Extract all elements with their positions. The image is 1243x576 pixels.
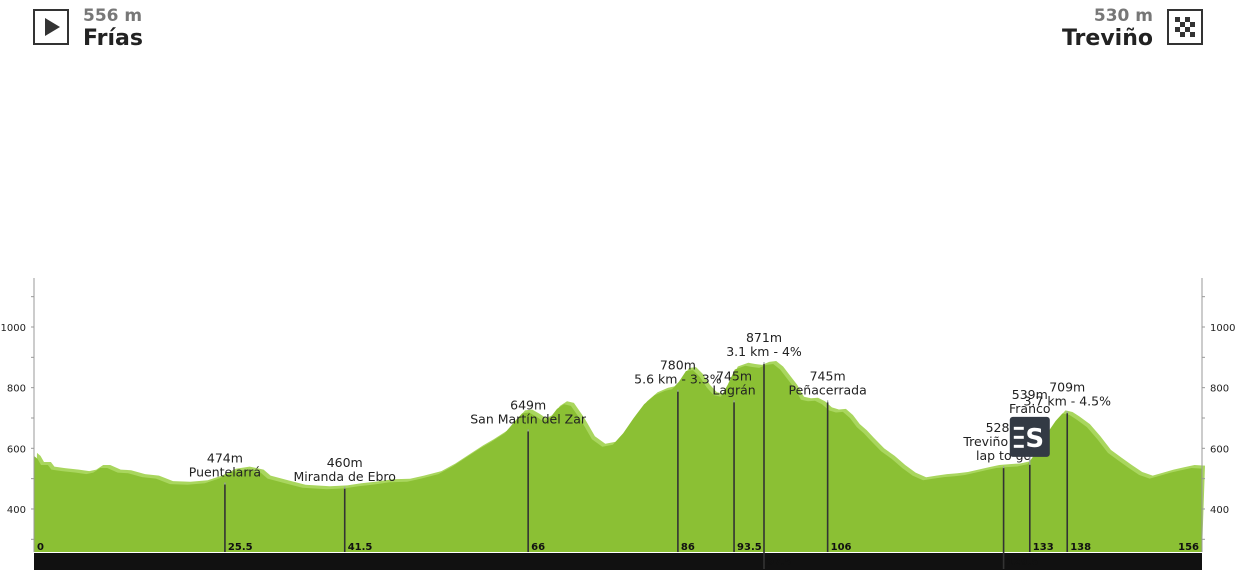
y-tick-left: 400: [7, 505, 26, 516]
km-tick: 93.5: [737, 542, 762, 553]
marker-label: Lagrán: [712, 382, 755, 397]
marker-label: 745m: [810, 368, 846, 383]
start-altitude: 556 m: [83, 6, 143, 26]
start-name: Frías: [83, 26, 143, 51]
marker-label: 5.6 km - 3.3%: [634, 372, 722, 387]
marker-label: 745m: [716, 368, 752, 383]
marker-label: Puentelarrá: [189, 465, 261, 480]
marker-label: Peñacerrada: [789, 382, 867, 397]
sprint-icon: S: [1009, 416, 1050, 457]
marker-label: 539m: [1012, 387, 1048, 402]
km-bar-tick: 129.5: [1007, 557, 1039, 568]
marker-label: Miranda de Ebro: [293, 469, 396, 484]
km-tick: 86: [681, 542, 695, 553]
marker-label: 871m: [746, 330, 782, 345]
km-tick: 0: [37, 542, 44, 553]
y-tick-right: 1000: [1210, 323, 1235, 334]
km-tick: 25.5: [228, 542, 253, 553]
marker-label: San Martín del Zar: [470, 411, 587, 426]
km-tick: 138: [1070, 542, 1091, 553]
marker-label: 709m: [1049, 379, 1085, 394]
marker-label: 649m: [510, 397, 546, 412]
km-bar-tick: 97.5: [767, 557, 792, 568]
marker-label: Franco: [1009, 401, 1051, 416]
marker-label: 460m: [327, 455, 363, 470]
y-tick-left: 800: [7, 384, 26, 395]
km-tick: 133: [1033, 542, 1054, 553]
profile-area: [34, 364, 1202, 552]
finish-altitude: 530 m: [1093, 6, 1153, 26]
y-tick-left: 600: [7, 444, 26, 455]
marker-label: 3.1 km - 4%: [726, 344, 802, 359]
y-tick-right: 800: [1210, 384, 1229, 395]
y-tick-left: 1000: [1, 323, 26, 334]
km-tick: 156: [1178, 542, 1199, 553]
marker-label: 474m: [207, 451, 243, 466]
km-tick: 106: [831, 542, 852, 553]
y-tick-right: 400: [1210, 505, 1229, 516]
finish-name: Treviño: [1061, 26, 1153, 51]
y-tick-right: 600: [1210, 444, 1229, 455]
marker-label: 3.7 km - 4.5%: [1023, 393, 1111, 408]
km-tick: 66: [531, 542, 545, 553]
play-flag-icon: [33, 9, 69, 45]
km-bar: [34, 553, 1202, 570]
marker-label: 780m: [660, 358, 696, 373]
km-tick: 41.5: [348, 542, 373, 553]
checkered-flag-icon: [1167, 9, 1203, 45]
svg-text:S: S: [1025, 424, 1044, 454]
